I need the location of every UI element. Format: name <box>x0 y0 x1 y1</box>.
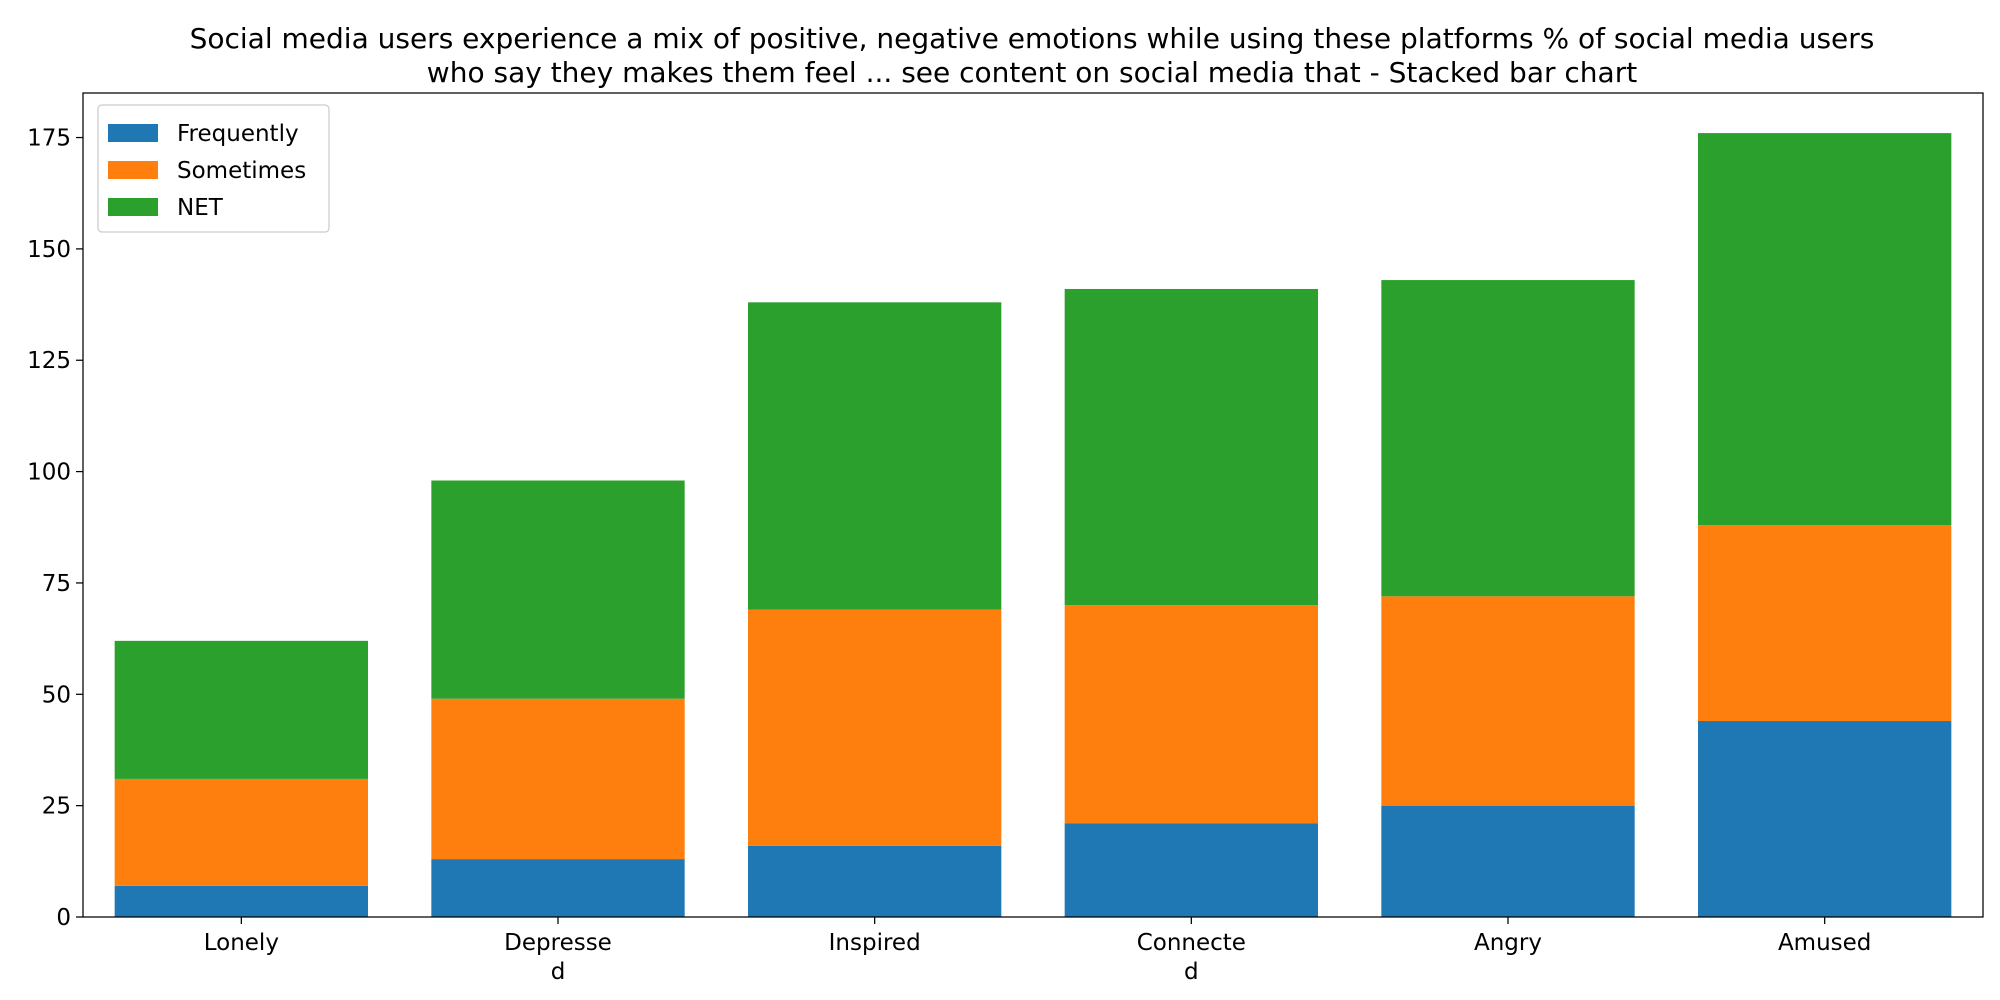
bar-frequently-2 <box>748 845 1002 917</box>
chart-title: Social media users experience a mix of p… <box>190 22 1875 89</box>
legend-label-sometimes: Sometimes <box>177 158 306 184</box>
legend: Frequently Sometimes NET <box>97 104 330 233</box>
bar-frequently-5 <box>1698 721 1952 917</box>
y-tick-label: 100 <box>27 460 71 486</box>
bar-sometimes-4 <box>1381 596 1635 806</box>
x-tick-label: Lonely <box>204 930 279 956</box>
x-tick-label: Amused <box>1778 930 1871 956</box>
plot-frame <box>82 92 1984 918</box>
bar-net-0 <box>114 640 369 779</box>
bar-sometimes-1 <box>431 698 685 860</box>
bar-frequently-0 <box>114 885 369 917</box>
y-tick-label: 125 <box>27 348 71 374</box>
y-tick-label: 50 <box>42 682 71 708</box>
bar-frequently-1 <box>431 859 685 917</box>
x-tick-label: Depresse <box>504 930 612 956</box>
bar-net-4 <box>1381 280 1635 597</box>
bars-layer <box>114 133 1952 917</box>
chart-title-line-2: who say they makes them feel ... see con… <box>427 56 1637 89</box>
bar-frequently-4 <box>1381 805 1635 917</box>
y-tick-label: 175 <box>27 126 71 152</box>
y-tick-label: 25 <box>42 794 71 820</box>
bar-sometimes-0 <box>114 778 369 886</box>
bar-sometimes-3 <box>1064 605 1318 824</box>
legend-swatch-sometimes <box>108 161 158 179</box>
x-tick-label: d <box>1184 959 1199 985</box>
x-axis: Lonely Depresse d Inspired Connecte d Angry Amu… <box>204 917 1871 985</box>
legend-label-net: NET <box>177 195 224 221</box>
bar-net-3 <box>1064 288 1318 606</box>
bar-sometimes-2 <box>748 609 1002 846</box>
y-axis: 0 25 50 75 100 125 150 175 <box>27 126 83 931</box>
y-tick-label: 0 <box>56 905 71 931</box>
y-tick-label: 150 <box>27 237 71 263</box>
chart-title-line-1: Social media users experience a mix of p… <box>190 22 1875 55</box>
y-tick-label: 75 <box>42 571 71 597</box>
legend-swatch-net <box>108 198 158 216</box>
bar-net-2 <box>748 302 1002 610</box>
bar-net-5 <box>1698 133 1952 526</box>
legend-label-frequently: Frequently <box>177 121 299 147</box>
bar-net-1 <box>431 480 685 699</box>
x-tick-label: Angry <box>1474 930 1542 956</box>
x-tick-label: Inspired <box>829 930 921 956</box>
legend-swatch-frequently <box>108 124 158 142</box>
x-tick-label: d <box>551 959 566 985</box>
x-tick-label: Connecte <box>1137 930 1246 956</box>
bar-sometimes-5 <box>1698 525 1952 722</box>
bar-frequently-3 <box>1064 823 1318 917</box>
